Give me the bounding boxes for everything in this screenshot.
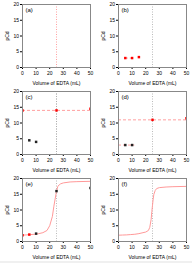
svg-text:5: 5 [112, 135, 115, 141]
svg-text:5: 5 [16, 48, 19, 54]
svg-text:pCd: pCd [4, 118, 10, 127]
svg-text:40: 40 [74, 157, 80, 163]
svg-text:0: 0 [16, 64, 19, 70]
svg-text:5: 5 [112, 48, 115, 54]
svg-text:Volume of EDTA (mL): Volume of EDTA (mL) [129, 167, 177, 173]
svg-text:10: 10 [129, 70, 135, 76]
svg-text:15: 15 [109, 104, 115, 110]
svg-text:40: 40 [170, 157, 176, 163]
svg-text:(f): (f) [122, 181, 128, 187]
svg-text:20: 20 [13, 175, 19, 181]
svg-text:(e): (e) [26, 181, 33, 187]
svg-text:10: 10 [109, 33, 115, 39]
svg-text:50: 50 [184, 157, 190, 163]
svg-text:30: 30 [61, 157, 67, 163]
svg-text:0: 0 [112, 151, 115, 157]
svg-text:pCd: pCd [100, 118, 106, 127]
svg-text:15: 15 [13, 17, 19, 23]
svg-text:Volume of EDTA (mL): Volume of EDTA (mL) [33, 167, 81, 173]
svg-text:20: 20 [143, 70, 149, 76]
svg-text:Volume of EDTA (mL): Volume of EDTA (mL) [33, 254, 81, 260]
svg-text:20: 20 [109, 1, 115, 7]
svg-text:0: 0 [112, 64, 115, 70]
svg-text:40: 40 [170, 244, 176, 250]
svg-text:5: 5 [112, 222, 115, 228]
svg-text:0: 0 [16, 238, 19, 244]
svg-text:pCd: pCd [4, 205, 10, 214]
svg-text:30: 30 [61, 70, 67, 76]
svg-text:10: 10 [33, 244, 39, 250]
svg-text:0: 0 [21, 244, 24, 250]
svg-text:0: 0 [112, 238, 115, 244]
svg-text:5: 5 [16, 222, 19, 228]
svg-text:30: 30 [157, 244, 163, 250]
svg-text:10: 10 [13, 120, 19, 126]
svg-text:20: 20 [13, 88, 19, 94]
svg-text:50: 50 [184, 70, 190, 76]
svg-text:20: 20 [109, 88, 115, 94]
svg-text:0: 0 [117, 70, 120, 76]
svg-text:30: 30 [157, 157, 163, 163]
svg-text:pCd: pCd [100, 31, 106, 40]
svg-text:20: 20 [47, 70, 53, 76]
svg-text:50: 50 [184, 244, 190, 250]
svg-text:(b): (b) [122, 7, 129, 13]
svg-text:0: 0 [16, 151, 19, 157]
svg-text:10: 10 [109, 207, 115, 213]
svg-text:0: 0 [21, 157, 24, 163]
svg-text:(d): (d) [122, 94, 129, 100]
svg-text:(c): (c) [26, 94, 33, 100]
svg-text:5: 5 [16, 135, 19, 141]
svg-text:10: 10 [33, 70, 39, 76]
svg-text:20: 20 [47, 244, 53, 250]
svg-text:50: 50 [88, 70, 94, 76]
svg-text:20: 20 [47, 157, 53, 163]
svg-text:40: 40 [74, 244, 80, 250]
svg-text:Volume of EDTA (mL): Volume of EDTA (mL) [33, 80, 81, 86]
svg-text:pCd: pCd [4, 31, 10, 40]
svg-text:10: 10 [129, 157, 135, 163]
svg-text:(a): (a) [26, 7, 33, 13]
svg-text:10: 10 [13, 207, 19, 213]
svg-text:20: 20 [109, 175, 115, 181]
svg-text:20: 20 [13, 1, 19, 7]
svg-text:30: 30 [157, 70, 163, 76]
svg-text:50: 50 [88, 244, 94, 250]
svg-text:10: 10 [33, 157, 39, 163]
svg-text:15: 15 [13, 104, 19, 110]
svg-text:30: 30 [61, 244, 67, 250]
svg-text:10: 10 [109, 120, 115, 126]
svg-text:0: 0 [21, 70, 24, 76]
svg-text:20: 20 [143, 244, 149, 250]
svg-text:10: 10 [129, 244, 135, 250]
svg-text:0: 0 [117, 157, 120, 163]
svg-text:40: 40 [74, 70, 80, 76]
svg-text:pCd: pCd [100, 205, 106, 214]
svg-text:20: 20 [143, 157, 149, 163]
svg-text:40: 40 [170, 70, 176, 76]
svg-text:15: 15 [109, 191, 115, 197]
svg-text:Volume of EDTA (mL): Volume of EDTA (mL) [129, 254, 177, 260]
svg-text:Volume of EDTA (mL): Volume of EDTA (mL) [129, 80, 177, 86]
svg-text:15: 15 [109, 17, 115, 23]
svg-text:50: 50 [88, 157, 94, 163]
svg-text:10: 10 [13, 33, 19, 39]
svg-text:15: 15 [13, 191, 19, 197]
svg-text:0: 0 [117, 244, 120, 250]
